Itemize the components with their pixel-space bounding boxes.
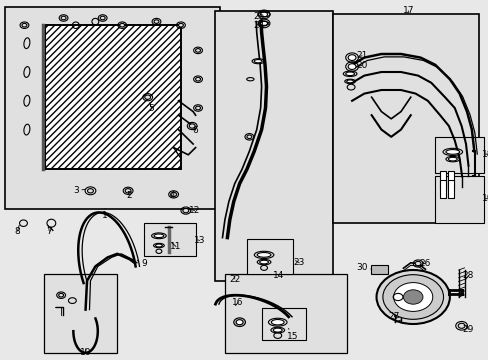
Text: 30: 30 [355, 263, 369, 271]
Circle shape [195, 106, 200, 110]
Text: 26: 26 [419, 259, 430, 268]
Circle shape [260, 21, 267, 26]
Circle shape [22, 23, 27, 27]
Text: 13: 13 [193, 236, 205, 245]
Text: 17: 17 [402, 6, 413, 15]
Text: 2: 2 [126, 191, 132, 199]
Circle shape [382, 275, 443, 319]
Circle shape [125, 189, 131, 193]
Text: 6: 6 [192, 126, 198, 135]
Text: 16: 16 [232, 298, 244, 307]
Circle shape [59, 293, 63, 297]
Text: 21: 21 [356, 51, 367, 60]
Circle shape [260, 12, 267, 17]
Circle shape [170, 192, 176, 197]
Ellipse shape [447, 157, 456, 161]
Text: 28: 28 [462, 271, 473, 280]
Bar [44, 25, 181, 169]
Ellipse shape [346, 80, 353, 83]
Text: 8: 8 [15, 225, 20, 236]
Text: 10: 10 [80, 348, 91, 357]
Circle shape [246, 135, 251, 139]
Text: 19: 19 [481, 194, 488, 203]
Circle shape [183, 208, 188, 213]
Bar [332, 14, 478, 223]
Ellipse shape [259, 260, 268, 264]
Ellipse shape [155, 244, 162, 247]
Text: 20: 20 [356, 61, 367, 70]
Circle shape [233, 318, 245, 327]
Text: 23: 23 [293, 258, 305, 267]
Bar [44, 274, 117, 353]
Text: 29: 29 [462, 325, 473, 334]
Text: 15: 15 [286, 328, 298, 341]
Circle shape [403, 290, 422, 304]
Ellipse shape [445, 150, 459, 154]
Bar [224, 274, 346, 353]
Bar [447, 171, 453, 189]
Circle shape [144, 95, 150, 99]
Text: 1: 1 [102, 208, 108, 220]
Text: 25: 25 [253, 12, 264, 21]
Circle shape [154, 20, 159, 23]
Circle shape [414, 261, 420, 266]
Circle shape [236, 320, 243, 325]
Text: 24: 24 [253, 21, 264, 30]
Bar [144, 223, 195, 256]
Text: 3: 3 [73, 186, 85, 195]
Text: 18: 18 [481, 150, 488, 158]
Text: 11: 11 [170, 242, 182, 251]
Ellipse shape [254, 59, 262, 63]
Text: 22: 22 [228, 274, 240, 284]
Text: 27: 27 [388, 312, 399, 321]
Circle shape [393, 283, 432, 311]
Ellipse shape [271, 320, 284, 325]
Text: 14: 14 [272, 271, 284, 280]
Ellipse shape [345, 72, 354, 76]
Circle shape [195, 77, 200, 81]
Text: 7: 7 [46, 225, 52, 236]
Circle shape [347, 64, 355, 69]
Bar [370, 265, 387, 274]
Circle shape [100, 16, 105, 20]
Bar [215, 11, 332, 281]
Bar [439, 180, 445, 198]
Bar [447, 180, 453, 198]
Circle shape [61, 16, 66, 20]
Text: 5: 5 [148, 103, 154, 112]
Circle shape [195, 49, 200, 52]
Circle shape [376, 270, 449, 324]
Ellipse shape [273, 328, 282, 332]
Bar [261, 308, 305, 340]
Circle shape [457, 323, 464, 328]
Circle shape [347, 55, 355, 60]
Bar [434, 176, 483, 223]
Bar [439, 171, 445, 189]
Text: 4: 4 [169, 192, 175, 200]
Bar [5, 7, 220, 209]
Circle shape [178, 23, 183, 27]
Circle shape [87, 189, 93, 193]
Ellipse shape [257, 253, 270, 257]
Bar [434, 137, 483, 173]
Circle shape [120, 23, 124, 27]
Bar [246, 239, 293, 274]
Text: 9: 9 [137, 259, 146, 268]
Circle shape [189, 124, 195, 128]
Ellipse shape [154, 234, 163, 238]
Text: 12: 12 [188, 206, 200, 215]
